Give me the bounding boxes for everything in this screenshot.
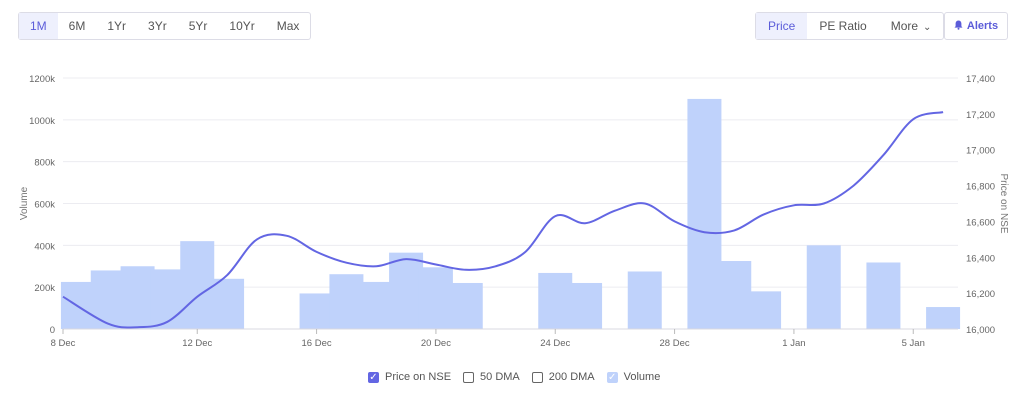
legend-volume-label: Volume — [623, 371, 661, 383]
y-tick-left: 1000k — [29, 116, 55, 127]
chevron-down-icon: ⌄ — [923, 22, 932, 33]
legend-price-label: Price on NSE — [385, 371, 452, 383]
legend-price[interactable]: ✓ Price on NSE — [368, 371, 451, 383]
y-axis-label-right: Price on NSE — [998, 173, 1009, 233]
checkbox-checked-icon: ✓ — [368, 371, 379, 383]
volume-bar — [806, 245, 841, 329]
y-tick-right: 17,200 — [966, 110, 995, 121]
x-tick-label: 1 Jan — [782, 338, 805, 349]
range-1m[interactable]: 1M — [19, 13, 58, 39]
x-tick-label: 5 Jan — [902, 338, 925, 349]
y-tick-right: 17,400 — [966, 74, 995, 85]
range-6m[interactable]: 6M — [68, 19, 86, 33]
price-volume-chart: 0 200k 400k 600k 800k 1000k 1200k 16,000 16,200 1… — [19, 74, 1009, 349]
y-tick-left: 0 — [50, 325, 55, 336]
checkbox-empty-icon — [463, 371, 475, 383]
y-tick-left: 800k — [34, 158, 55, 169]
volume-bar — [389, 252, 424, 329]
x-tick-label: 24 Dec — [540, 338, 570, 349]
x-tick-label: 16 Dec — [302, 338, 332, 349]
more-dropdown[interactable]: More ⌄ — [879, 13, 944, 39]
y-tick-right: 16,000 — [966, 325, 995, 336]
x-tick-label: 12 Dec — [182, 338, 212, 349]
checkbox-checked-icon: ✓ — [606, 371, 618, 383]
volume-bar — [538, 272, 573, 329]
y-tick-right: 16,600 — [966, 217, 995, 228]
range-10yr[interactable]: 10Yr — [229, 19, 255, 33]
price-line — [62, 111, 944, 329]
volume-bar — [120, 266, 155, 329]
y-tick-left: 400k — [34, 241, 55, 252]
volume-bar — [180, 241, 215, 329]
volume-bar — [329, 274, 364, 329]
range-max[interactable]: Max — [276, 19, 300, 33]
volume-bar — [90, 270, 125, 329]
volume-bar — [747, 291, 782, 329]
volume-bar — [448, 282, 483, 329]
range-1yr[interactable]: 1Yr — [107, 19, 127, 33]
range-3yr[interactable]: 3Yr — [148, 19, 167, 33]
volume-bar — [418, 267, 453, 329]
volume-bar — [150, 269, 185, 329]
metric-selector: Price PE Ratio More ⌄ — [755, 12, 945, 40]
y-tick-left: 200k — [34, 283, 55, 294]
y-tick-left: 1200k — [29, 74, 55, 85]
volume-bar — [687, 98, 722, 330]
volume-bar — [926, 307, 961, 329]
alerts-button[interactable]: Alerts — [944, 12, 1008, 40]
x-tick-label: 28 Dec — [660, 338, 690, 349]
volume-bar — [866, 262, 901, 329]
legend-50dma[interactable]: 50 DMA — [463, 371, 520, 383]
y-axis-label-left: Volume — [19, 186, 30, 220]
legend-50dma-label: 50 DMA — [480, 371, 520, 383]
y-tick-right: 16,400 — [966, 253, 995, 264]
alerts-label: Alerts — [966, 20, 999, 32]
legend-200dma-label: 200 DMA — [548, 371, 595, 383]
legend-200dma[interactable]: 200 DMA — [531, 371, 595, 383]
volume-bar — [568, 282, 603, 329]
more-label: More — [890, 19, 919, 33]
bell-icon — [954, 20, 963, 33]
x-tick-label: 8 Dec — [51, 338, 76, 349]
volume-bar — [627, 271, 662, 329]
volume-bar — [299, 293, 334, 329]
range-5yr[interactable]: 5Yr — [188, 19, 208, 33]
checkbox-empty-icon — [531, 371, 543, 383]
x-tick-label: 20 Dec — [421, 338, 451, 349]
volume-bar — [359, 281, 394, 329]
volume-bar — [717, 261, 752, 329]
legend-volume[interactable]: ✓ Volume — [606, 371, 661, 383]
range-selector: 1M 6M 1Yr 3Yr 5Yr 10Yr Max — [18, 12, 312, 40]
y-tick-left: 600k — [34, 200, 55, 211]
price-tab[interactable]: Price — [756, 13, 808, 39]
y-tick-right: 17,000 — [966, 146, 995, 157]
chart-legend: ✓ Price on NSE 50 DMA 200 DMA ✓ Volume — [368, 371, 672, 383]
y-tick-right: 16,800 — [966, 182, 995, 193]
y-tick-right: 16,200 — [966, 289, 995, 300]
volume-bar — [210, 278, 245, 329]
pe-ratio-tab[interactable]: PE Ratio — [819, 19, 867, 33]
